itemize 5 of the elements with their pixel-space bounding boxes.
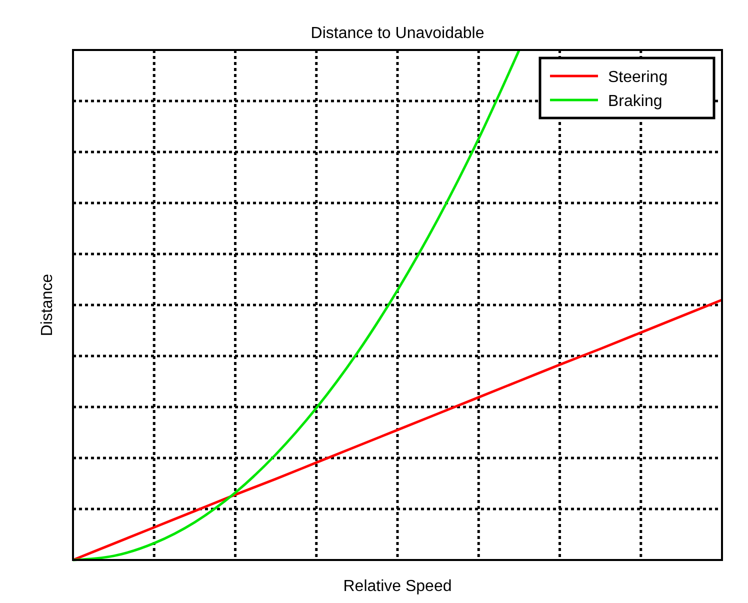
- x-axis-title: Relative Speed: [343, 578, 452, 595]
- y-axis-title: Distance: [39, 274, 56, 336]
- legend-label: Steering: [608, 69, 668, 86]
- legend-label: Braking: [608, 93, 662, 110]
- chart-title: Distance to Unavoidable: [310, 25, 484, 42]
